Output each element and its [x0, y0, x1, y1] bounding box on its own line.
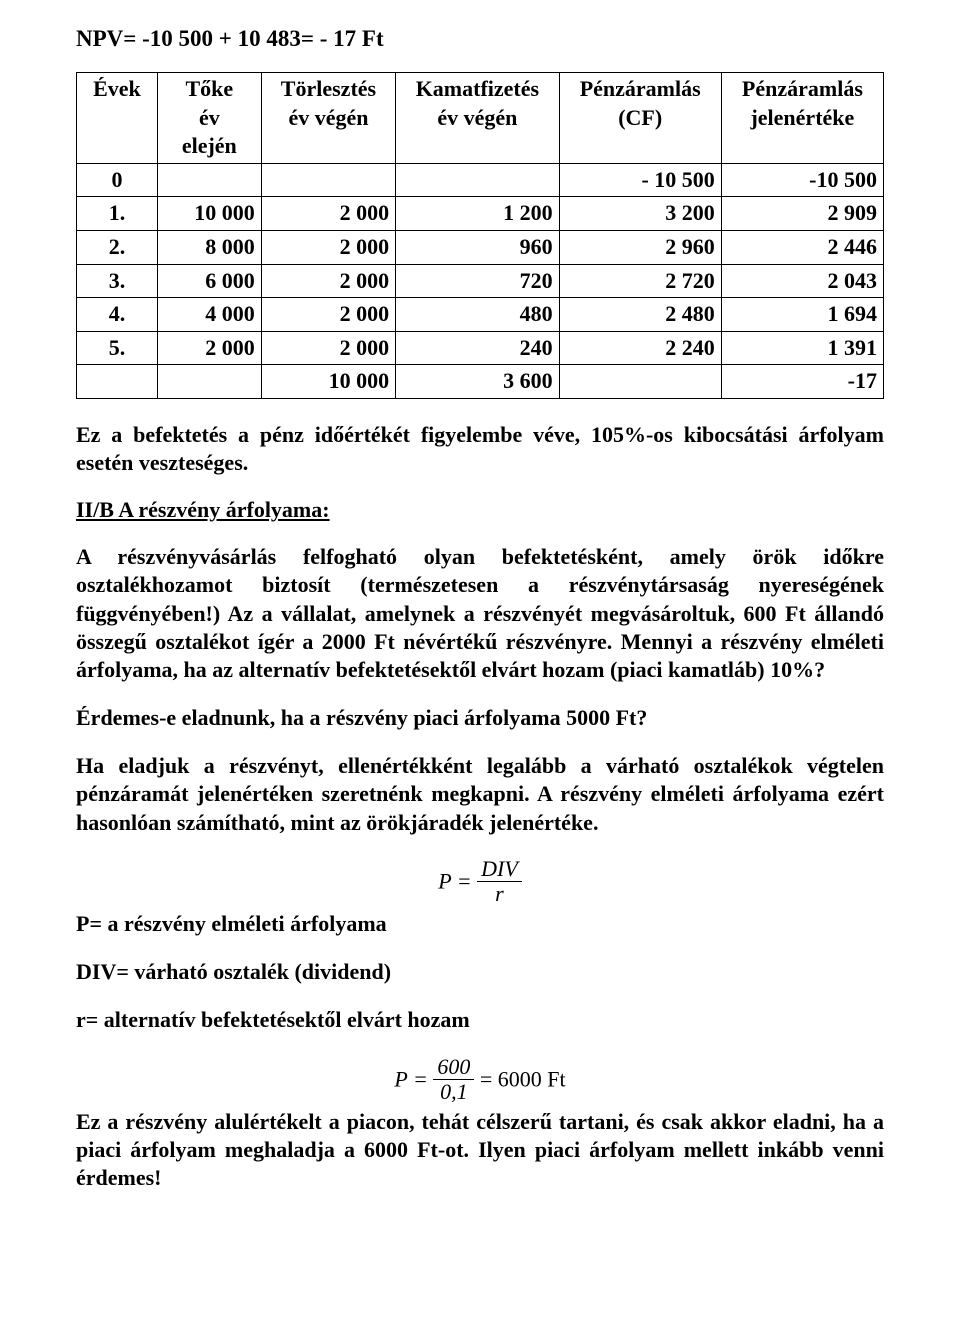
definition-r: r= alternatív befektetésektől elvárt hoz…: [76, 1006, 884, 1034]
table-row: 5. 2 000 2 000 240 2 240 1 391: [77, 331, 884, 365]
cell-torl: 10 000: [261, 365, 395, 399]
table-row: 0 - 10 500 -10 500: [77, 163, 884, 197]
cell-cf: 2 960: [559, 230, 721, 264]
table-row: 4. 4 000 2 000 480 2 480 1 694: [77, 298, 884, 332]
cell-kamat: 960: [396, 230, 559, 264]
cell-evek: 5.: [77, 331, 158, 365]
cell-toke: [157, 365, 261, 399]
cell-cf: - 10 500: [559, 163, 721, 197]
cell-kamat: [396, 163, 559, 197]
table-row: 1. 10 000 2 000 1 200 3 200 2 909: [77, 197, 884, 231]
paragraph-after-table: Ez a befektetés a pénz időértékét figyel…: [76, 421, 884, 477]
formula2-num: 600: [433, 1055, 474, 1080]
cell-toke: 6 000: [157, 264, 261, 298]
cell-kamat: 720: [396, 264, 559, 298]
cell-evek: 2.: [77, 230, 158, 264]
header-torlesztes: Törlesztés év végén: [261, 73, 395, 164]
cell-pv: 2 909: [721, 197, 883, 231]
cell-toke: 10 000: [157, 197, 261, 231]
formula2-fraction: 600 0,1: [433, 1055, 474, 1104]
formula1-den: r: [477, 882, 522, 906]
cell-cf: 2 480: [559, 298, 721, 332]
cell-pv: 2 446: [721, 230, 883, 264]
header-pv-l2: jelenértéke: [750, 105, 854, 130]
table-row: 2. 8 000 2 000 960 2 960 2 446: [77, 230, 884, 264]
npv-line: NPV= -10 500 + 10 483= - 17 Ft: [76, 26, 884, 52]
header-torl-l2: év végén: [288, 105, 368, 130]
header-pv: Pénzáramlás jelenértéke: [721, 73, 883, 164]
cell-evek: 4.: [77, 298, 158, 332]
table-header-row: Évek Tőke év elején Törlesztés év végén …: [77, 73, 884, 164]
cell-cf: 2 720: [559, 264, 721, 298]
header-toke: Tőke év elején: [157, 73, 261, 164]
header-kamat-l2: év végén: [437, 105, 517, 130]
cell-torl: [261, 163, 395, 197]
formula2-lhs: P =: [394, 1066, 427, 1091]
cell-torl: 2 000: [261, 197, 395, 231]
cell-cf: [559, 365, 721, 399]
header-evek: Évek: [77, 73, 158, 164]
table-row: 10 000 3 600 -17: [77, 365, 884, 399]
cell-toke: 2 000: [157, 331, 261, 365]
header-cf: Pénzáramlás (CF): [559, 73, 721, 164]
cell-cf: 2 240: [559, 331, 721, 365]
cell-toke: 8 000: [157, 230, 261, 264]
cell-pv: 1 694: [721, 298, 883, 332]
cell-kamat: 3 600: [396, 365, 559, 399]
cell-pv: -10 500: [721, 163, 883, 197]
cell-kamat: 1 200: [396, 197, 559, 231]
cell-torl: 2 000: [261, 264, 395, 298]
cell-pv: 2 043: [721, 264, 883, 298]
cell-evek: 3.: [77, 264, 158, 298]
cell-kamat: 240: [396, 331, 559, 365]
formula1-num: DIV: [477, 857, 522, 882]
table-row: 3. 6 000 2 000 720 2 720 2 043: [77, 264, 884, 298]
definition-p: P= a részvény elméleti árfolyama: [76, 910, 884, 938]
paragraph-conclusion: Ez a részvény alulértékelt a piacon, teh…: [76, 1108, 884, 1192]
cell-pv: 1 391: [721, 331, 883, 365]
header-torl-l1: Törlesztés: [281, 76, 376, 101]
formula-p-div-r: P = DIV r: [76, 857, 884, 906]
header-cf-l1: Pénzáramlás: [580, 76, 701, 101]
header-kamat: Kamatfizetés év végén: [396, 73, 559, 164]
cashflow-table: Évek Tőke év elején Törlesztés év végén …: [76, 72, 884, 399]
cell-evek: 1.: [77, 197, 158, 231]
cell-torl: 2 000: [261, 331, 395, 365]
definition-div: DIV= várható osztalék (dividend): [76, 958, 884, 986]
cell-cf: 3 200: [559, 197, 721, 231]
header-toke-l1: Tőke: [185, 76, 233, 101]
heading-iib: II/B A részvény árfolyama:: [76, 497, 884, 523]
header-toke-l3: elején: [182, 133, 237, 158]
cell-evek: 0: [77, 163, 158, 197]
header-cf-l2: (CF): [618, 105, 662, 130]
cell-pv: -17: [721, 365, 883, 399]
header-toke-l2: év: [199, 105, 220, 130]
cell-toke: 4 000: [157, 298, 261, 332]
formula2-rhs: = 6000 Ft: [480, 1066, 566, 1091]
formula-p-6000: P = 600 0,1 = 6000 Ft: [76, 1055, 884, 1104]
header-pv-l1: Pénzáramlás: [742, 76, 863, 101]
paragraph-iib-1: A részvényvásárlás felfogható olyan befe…: [76, 543, 884, 684]
paragraph-iib-2: Érdemes-e eladnunk, ha a részvény piaci …: [76, 704, 884, 732]
formula2-den: 0,1: [433, 1080, 474, 1104]
header-kamat-l1: Kamatfizetés: [416, 76, 539, 101]
cell-kamat: 480: [396, 298, 559, 332]
formula1-fraction: DIV r: [477, 857, 522, 906]
header-evek-text: Évek: [93, 76, 141, 101]
formula1-lhs: P =: [438, 868, 471, 893]
cell-toke: [157, 163, 261, 197]
cell-evek: [77, 365, 158, 399]
paragraph-eladjuk: Ha eladjuk a részvényt, ellenértékként l…: [76, 752, 884, 836]
cell-torl: 2 000: [261, 298, 395, 332]
cell-torl: 2 000: [261, 230, 395, 264]
